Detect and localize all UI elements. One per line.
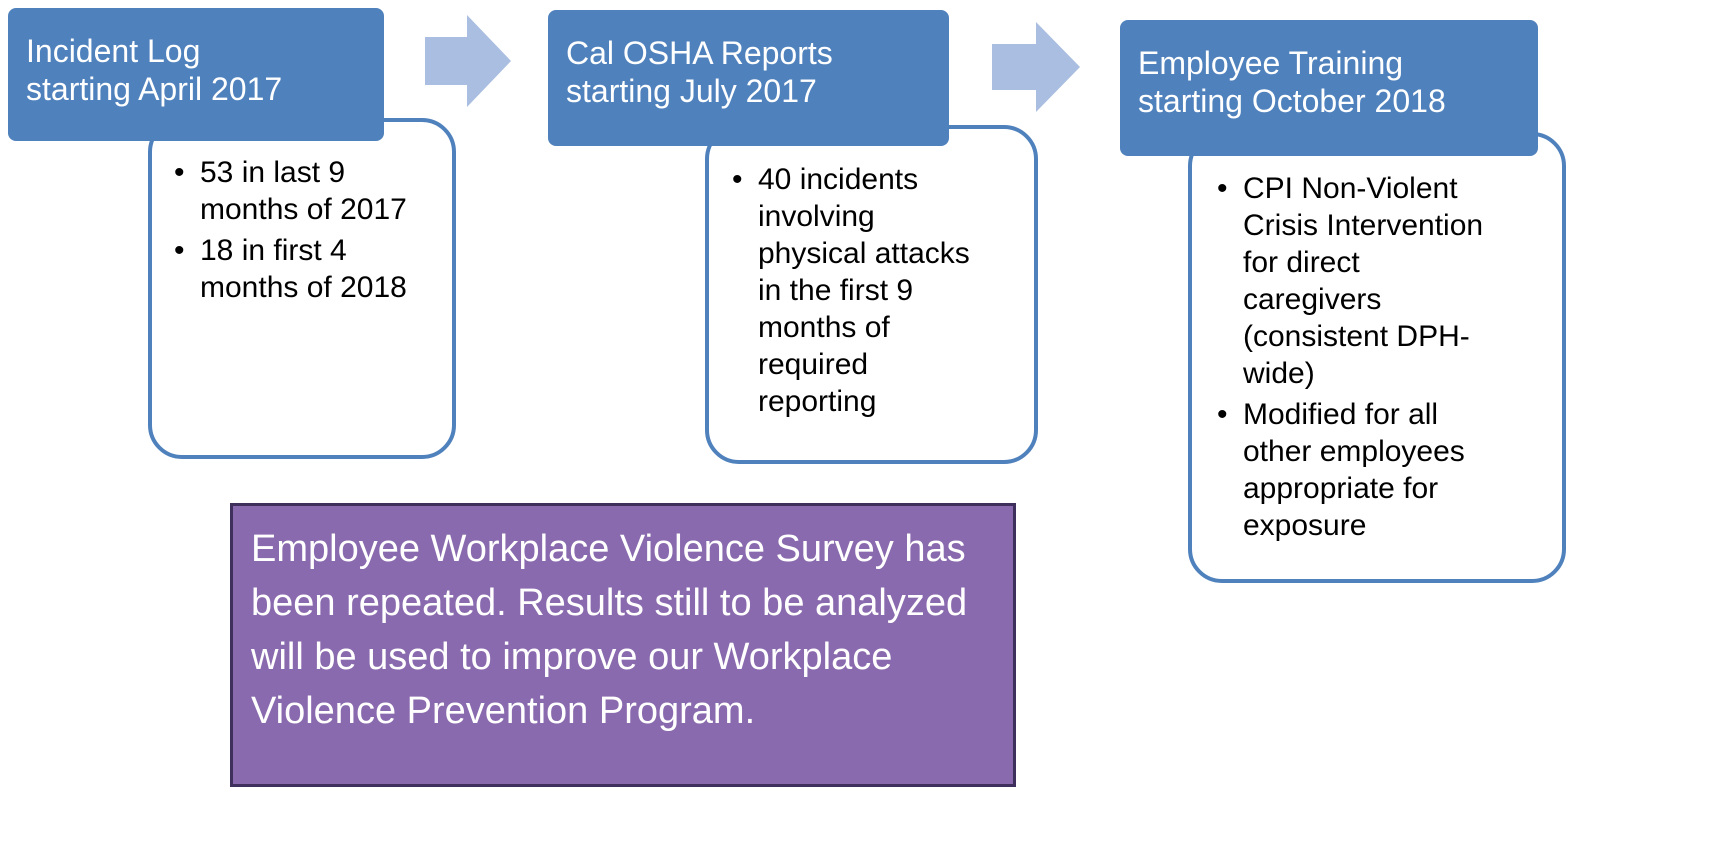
bullet-list: 53 in last 9 months of 2017 18 in first …	[174, 154, 415, 310]
bullet: 53 in last 9 months of 2017	[174, 154, 415, 228]
bullet: CPI Non-Violent Crisis Intervention for …	[1217, 170, 1505, 392]
step-header: Cal OSHA Reports starting July 2017	[548, 10, 949, 146]
bullet-list: CPI Non-Violent Crisis Intervention for …	[1217, 170, 1505, 548]
bullet: 18 in first 4 months of 2018	[174, 232, 415, 306]
title-line: Cal OSHA Reports	[566, 35, 833, 71]
title-line: Incident Log	[26, 33, 201, 69]
arrow	[425, 15, 511, 107]
survey-note: Employee Workplace Violence Survey has b…	[230, 503, 1016, 787]
step-header: Incident Log starting April 2017	[8, 8, 384, 141]
title-line: Employee Training	[1138, 45, 1404, 81]
title-line: starting April 2017	[26, 71, 283, 107]
arrow	[992, 22, 1080, 112]
bullet: 40 incidents involving physical attacks …	[732, 161, 986, 420]
title-line: starting July 2017	[566, 73, 817, 109]
bullet: Modified for all other employees appropr…	[1217, 396, 1505, 544]
step-box: 53 in last 9 months of 2017 18 in first …	[148, 118, 456, 459]
step-box: 40 incidents involving physical attacks …	[705, 125, 1038, 464]
step-box: CPI Non-Violent Crisis Intervention for …	[1188, 132, 1566, 583]
title-line: starting October 2018	[1138, 83, 1446, 119]
bullet-list: 40 incidents involving physical attacks …	[732, 161, 986, 424]
step-header: Employee Training starting October 2018	[1120, 20, 1538, 156]
